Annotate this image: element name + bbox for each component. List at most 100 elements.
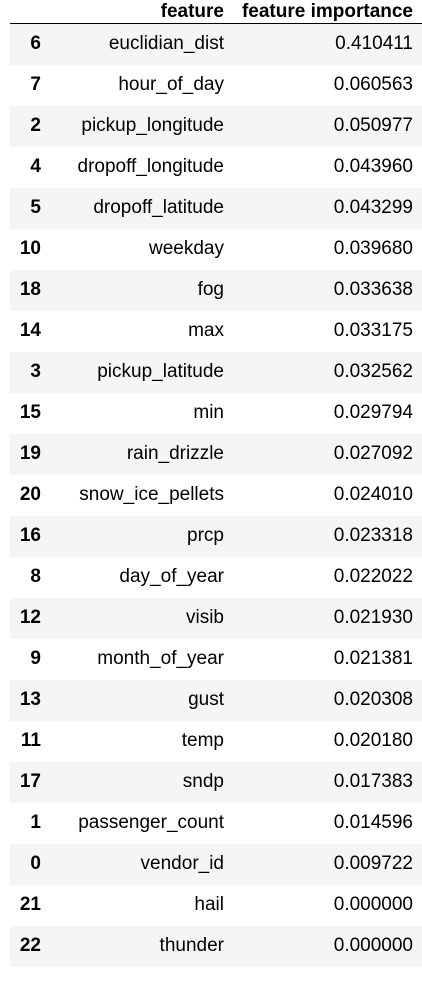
table-row: 3 pickup_latitude 0.032562 xyxy=(10,351,422,393)
table-row: 21 hail 0.000000 xyxy=(10,884,422,926)
row-index: 4 xyxy=(30,156,41,177)
dataframe-output: feature feature importance 6 euclidian_di… xyxy=(10,0,422,967)
feature-cell: visib xyxy=(185,607,224,628)
row-index: 3 xyxy=(30,361,41,382)
row-index: 10 xyxy=(19,238,41,259)
importance-cell: 0.029794 xyxy=(333,402,413,423)
table-row: 9 month_of_year 0.021381 xyxy=(10,638,422,680)
feature-cell: day_of_year xyxy=(119,566,224,587)
row-index: 16 xyxy=(19,525,41,546)
feature-cell: rain_drizzle xyxy=(126,443,224,464)
row-index: 18 xyxy=(19,279,41,300)
feature-cell: snow_ice_pellets xyxy=(79,484,224,505)
header-index xyxy=(10,0,50,24)
header-row: feature feature importance xyxy=(10,0,422,24)
importance-cell: 0.033638 xyxy=(333,279,413,300)
feature-cell: pickup_longitude xyxy=(81,115,224,136)
row-index: 19 xyxy=(19,443,41,464)
feature-cell: max xyxy=(188,320,224,341)
table-row: 8 day_of_year 0.022022 xyxy=(10,556,422,598)
table-row: 4 dropoff_longitude 0.043960 xyxy=(10,146,422,188)
table-body: 6 euclidian_dist 0.410411 7 hour_of_day 0.060… xyxy=(10,23,422,967)
importance-cell: 0.000000 xyxy=(333,894,413,915)
header-feature: feature xyxy=(50,0,233,24)
table-row: 10 weekday 0.039680 xyxy=(10,228,422,270)
row-index: 6 xyxy=(30,33,41,55)
importance-cell: 0.020308 xyxy=(333,689,413,710)
feature-cell: hail xyxy=(194,894,224,915)
row-index: 0 xyxy=(30,853,41,874)
importance-cell: 0.017383 xyxy=(333,771,413,792)
importance-cell: 0.033175 xyxy=(333,320,413,341)
table-row: 12 visib 0.021930 xyxy=(10,597,422,639)
importance-cell: 0.027092 xyxy=(333,443,413,464)
feature-cell: temp xyxy=(181,730,224,751)
row-index: 13 xyxy=(19,689,41,710)
importance-cell: 0.021381 xyxy=(333,648,413,669)
header-feature-importance: feature importance xyxy=(233,0,422,24)
importance-cell: 0.009722 xyxy=(333,853,413,874)
row-index: 20 xyxy=(19,484,41,505)
row-index: 5 xyxy=(30,197,41,218)
feature-cell: vendor_id xyxy=(140,853,224,874)
row-index: 15 xyxy=(19,402,41,423)
table-row: 2 pickup_longitude 0.050977 xyxy=(10,105,422,147)
row-index: 9 xyxy=(30,648,41,669)
row-index: 1 xyxy=(30,812,41,833)
row-index: 7 xyxy=(30,74,41,95)
table-row: 13 gust 0.020308 xyxy=(10,679,422,721)
table-row: 7 hour_of_day 0.060563 xyxy=(10,64,422,106)
feature-cell: month_of_year xyxy=(97,648,224,669)
table-row: 15 min 0.029794 xyxy=(10,392,422,434)
table-row: 18 fog 0.033638 xyxy=(10,269,422,311)
table-header: feature feature importance xyxy=(10,0,422,24)
table-row: 17 sndp 0.017383 xyxy=(10,761,422,803)
row-index: 17 xyxy=(19,771,41,792)
importance-cell: 0.020180 xyxy=(333,730,413,751)
feature-cell: dropoff_latitude xyxy=(93,197,224,218)
feature-cell: fog xyxy=(197,279,224,300)
importance-cell: 0.043960 xyxy=(333,156,413,177)
importance-cell: 0.023318 xyxy=(333,525,413,546)
importance-cell: 0.014596 xyxy=(333,812,413,833)
table-row: 0 vendor_id 0.009722 xyxy=(10,843,422,885)
feature-cell: passenger_count xyxy=(78,812,224,833)
table-row: 6 euclidian_dist 0.410411 xyxy=(10,23,422,65)
table-row: 16 prcp 0.023318 xyxy=(10,515,422,557)
importance-cell: 0.060563 xyxy=(333,74,413,95)
importance-cell: 0.000000 xyxy=(333,935,413,956)
feature-cell: prcp xyxy=(187,525,224,546)
feature-cell: gust xyxy=(188,689,224,710)
feature-cell: euclidian_dist xyxy=(108,33,224,55)
feature-cell: dropoff_longitude xyxy=(77,156,225,177)
importance-cell: 0.039680 xyxy=(333,238,413,259)
table-row: 22 thunder 0.000000 xyxy=(10,925,422,967)
table-row: 1 passenger_count 0.014596 xyxy=(10,802,422,844)
importance-cell: 0.021930 xyxy=(333,607,413,628)
feature-cell: hour_of_day xyxy=(118,74,224,95)
feature-cell: min xyxy=(193,402,224,423)
feature-cell: weekday xyxy=(149,238,224,259)
feature-cell: pickup_latitude xyxy=(97,361,224,382)
table-row: 20 snow_ice_pellets 0.024010 xyxy=(10,474,422,516)
table-row: 11 temp 0.020180 xyxy=(10,720,422,762)
feature-cell: thunder xyxy=(159,935,224,956)
importance-cell: 0.032562 xyxy=(333,361,413,382)
row-index: 14 xyxy=(19,320,41,341)
table-row: 5 dropoff_latitude 0.043299 xyxy=(10,187,422,229)
row-index: 8 xyxy=(30,566,41,587)
row-index: 21 xyxy=(19,894,41,915)
row-index: 11 xyxy=(20,730,41,751)
importance-cell: 0.043299 xyxy=(333,197,413,218)
importance-cell: 0.022022 xyxy=(333,566,413,587)
importance-cell: 0.410411 xyxy=(335,33,413,55)
row-index: 12 xyxy=(19,607,41,628)
feature-importance-table: feature feature importance 6 euclidian_di… xyxy=(10,0,422,967)
row-index: 22 xyxy=(19,935,41,956)
table-row: 19 rain_drizzle 0.027092 xyxy=(10,433,422,475)
importance-cell: 0.024010 xyxy=(333,484,413,505)
feature-cell: sndp xyxy=(182,771,224,792)
table-row: 14 max 0.033175 xyxy=(10,310,422,352)
row-index: 2 xyxy=(30,115,41,136)
importance-cell: 0.050977 xyxy=(333,115,413,136)
